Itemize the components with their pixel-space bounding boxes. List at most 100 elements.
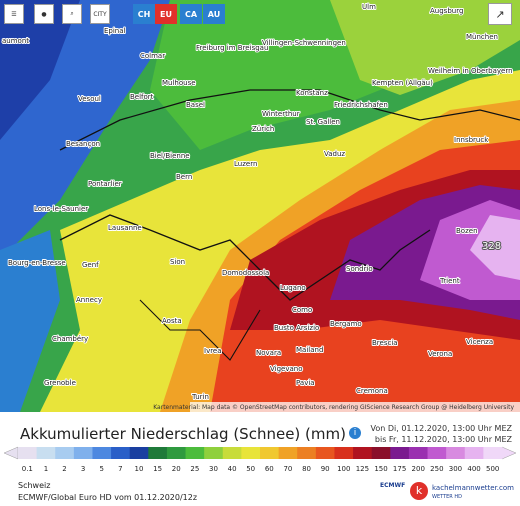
map: Kartenmaterial: Map data © OpenStreetMap…	[0, 0, 520, 412]
place-label: Bourg-en-Bresse	[8, 259, 66, 267]
region-button[interactable]: AU	[203, 4, 225, 24]
place-label: Chambéry	[52, 335, 88, 343]
place-label: Vigevano	[270, 365, 302, 373]
swatch	[278, 447, 298, 459]
swatch	[315, 447, 335, 459]
region-button[interactable]: CA	[180, 4, 202, 24]
place-label: Trient	[439, 277, 460, 285]
place-label: Villingen-Schwenningen	[262, 39, 346, 47]
legend-label: 15	[153, 465, 162, 473]
place-label: Brescia	[372, 339, 398, 347]
legend-label: 2	[62, 465, 66, 473]
legend-label: 60	[265, 465, 274, 473]
info-button[interactable]: i	[349, 427, 361, 439]
place-label: Lugano	[280, 284, 306, 292]
swatch	[241, 447, 261, 459]
place-label: Konstanz	[296, 89, 328, 97]
place-label: Mulhouse	[162, 79, 196, 87]
place-label: Mailand	[296, 346, 323, 354]
legend-label: 20	[172, 465, 181, 473]
swatch	[185, 447, 205, 459]
swatch	[408, 447, 429, 459]
place-label: Annecy	[76, 296, 102, 304]
region-button[interactable]: CH	[133, 4, 155, 24]
place-label: Sion	[170, 258, 185, 266]
swatch	[111, 447, 131, 459]
swatch	[73, 447, 93, 459]
legend-label: 400	[467, 465, 480, 473]
legend-label: 7	[118, 465, 122, 473]
legend-label: 150	[374, 465, 387, 473]
place-label: St. Gallen	[306, 118, 340, 126]
swatch	[483, 447, 503, 459]
place-label: Epinal	[104, 27, 126, 35]
place-label: Verona	[428, 350, 452, 358]
place-label: Sondrio	[346, 265, 373, 273]
place-label: Genf	[82, 261, 99, 269]
swatch	[353, 447, 373, 459]
menu-button[interactable]: ☰	[4, 4, 24, 24]
place-label: Friedrichshafen	[334, 101, 388, 109]
swatch	[260, 447, 280, 459]
kachelmann-logo: k	[410, 482, 428, 500]
colorbar: 0.1 1 2 3 5 7 10 15 20 25 30 40 50 60 70 80 90 100 125 150 1…	[3, 446, 517, 473]
city-button[interactable]: CITY	[90, 4, 110, 24]
legend-label: 250	[430, 465, 443, 473]
share-button[interactable]: ↗	[488, 3, 512, 25]
place-label: Belfort	[130, 93, 154, 101]
place-label: Winterthur	[262, 110, 300, 118]
place-label: aumont	[2, 37, 29, 45]
place-label: Como	[292, 306, 312, 314]
region-button[interactable]: EU	[155, 4, 177, 24]
swatch	[129, 447, 149, 459]
swatch	[55, 447, 75, 459]
legend-label: 70	[283, 465, 292, 473]
legend-label: 10	[135, 465, 144, 473]
swatch	[204, 447, 224, 459]
zoom-button[interactable]: ⌕	[62, 4, 82, 24]
legend-label: 30	[209, 465, 218, 473]
arrow-right	[501, 446, 517, 460]
place-label: Domodossola	[222, 269, 269, 277]
place-label: Bozen	[456, 227, 478, 235]
place-label: Besançon	[66, 140, 100, 148]
place-label: Kempten (Allgäu)	[372, 79, 433, 87]
legend-label: 0.1	[22, 465, 33, 473]
swatch	[446, 447, 466, 459]
place-label: Novara	[256, 349, 281, 357]
swatch	[297, 447, 317, 459]
legend-label: 100	[337, 465, 350, 473]
place-label: Pavia	[296, 379, 315, 387]
place-label: Lons-le-Saunier	[34, 205, 88, 213]
swatch	[464, 447, 484, 459]
legend-label: 500	[486, 465, 499, 473]
place-label: Colmar	[140, 52, 165, 60]
swatch	[148, 447, 168, 459]
location-button[interactable]: ●	[34, 4, 54, 24]
place-label: 328	[482, 241, 501, 252]
place-label: Basel	[186, 101, 205, 109]
brand: kachelmannwetter.com	[432, 484, 514, 492]
place-label: Lausanne	[108, 224, 142, 232]
place-label: Ivrea	[204, 347, 222, 355]
place-label: Innsbruck	[454, 136, 489, 144]
brand-sub: WETTER HD	[432, 494, 462, 500]
place-label: Turin	[191, 393, 209, 401]
place-label: Augsburg	[430, 7, 463, 15]
place-label: Pontarlier	[88, 180, 122, 188]
place-label: Bergamo	[330, 320, 362, 328]
legend-label: 125	[356, 465, 369, 473]
model-run: ECMWF/Global Euro HD vom 01.12.2020/12z	[18, 493, 198, 502]
legend-label: 3	[81, 465, 85, 473]
swatch	[222, 447, 242, 459]
place-label: Grenoble	[44, 379, 76, 387]
place-label: Aosta	[162, 317, 182, 325]
swatch	[427, 447, 447, 459]
legend-label: 80	[302, 465, 311, 473]
valid-to: bis Fr, 11.12.2020, 13:00 Uhr MEZ	[374, 435, 512, 444]
legend-label: 90	[321, 465, 330, 473]
swatch	[92, 447, 112, 459]
logo-text: ECMWF	[380, 482, 406, 489]
arrow-left	[3, 446, 19, 460]
